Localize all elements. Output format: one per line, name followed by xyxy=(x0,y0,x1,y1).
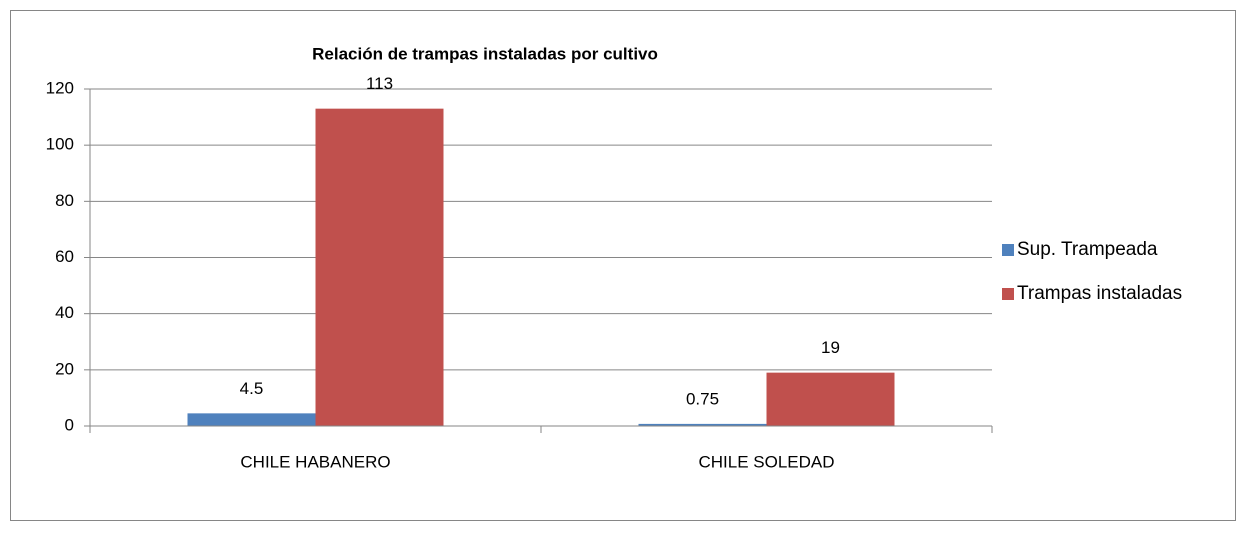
y-tick-label: 120 xyxy=(46,78,74,97)
y-tick-label: 0 xyxy=(65,415,74,434)
data-label: 19 xyxy=(821,338,840,357)
y-tick-label: 60 xyxy=(55,247,74,266)
bar xyxy=(187,413,316,426)
chart-border xyxy=(10,10,1236,521)
bar xyxy=(766,372,895,426)
y-tick-label: 80 xyxy=(55,191,74,210)
legend-swatch xyxy=(1002,244,1014,256)
y-tick-label: 40 xyxy=(55,303,74,322)
y-tick-label: 20 xyxy=(55,359,74,378)
data-label: 4.5 xyxy=(240,379,264,398)
chart-title: Relación de trampas instaladas por culti… xyxy=(312,44,658,63)
bar xyxy=(638,423,767,426)
data-label: 113 xyxy=(366,74,393,93)
x-tick-label: CHILE HABANERO xyxy=(240,452,390,471)
legend-swatch xyxy=(1002,288,1014,300)
x-tick-label: CHILE SOLEDAD xyxy=(698,452,834,471)
legend-label: Trampas instaladas xyxy=(1017,283,1182,304)
legend-label: Sup. Trampeada xyxy=(1017,239,1158,260)
bar xyxy=(315,108,444,427)
y-tick-label: 100 xyxy=(46,135,74,154)
data-label: 0.75 xyxy=(686,389,719,408)
